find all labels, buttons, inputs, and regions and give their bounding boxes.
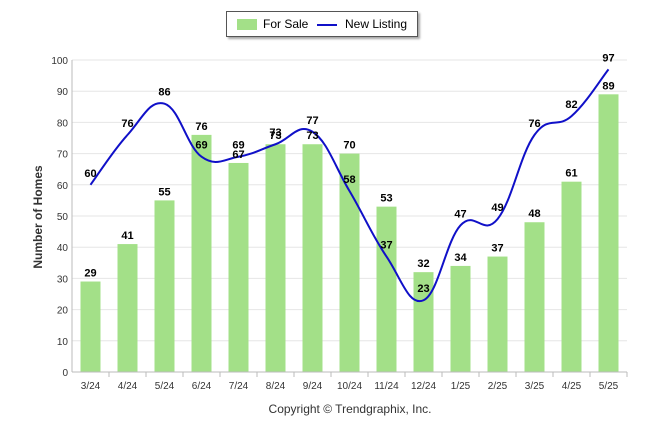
x-tick-label: 8/24 (266, 381, 286, 392)
legend-bar-swatch (237, 19, 257, 30)
y-axis-title: Number of Homes (31, 165, 45, 269)
bar (154, 200, 175, 372)
y-tick-label: 80 (57, 118, 69, 129)
y-tick-label: 50 (57, 212, 69, 223)
bar-data-label: 61 (565, 168, 577, 180)
x-tick-label: 10/24 (337, 381, 362, 392)
x-tick-label: 4/24 (118, 381, 138, 392)
x-tick-label: 5/24 (155, 381, 175, 392)
x-tick-label: 9/24 (303, 381, 323, 392)
x-tick-label: 7/24 (229, 381, 249, 392)
y-tick-label: 40 (57, 243, 69, 254)
x-tick-label: 11/24 (374, 381, 399, 392)
bar-data-label: 73 (269, 130, 281, 142)
bar (80, 281, 101, 372)
line-data-label: 60 (84, 168, 96, 180)
x-tick-label: 3/24 (81, 381, 101, 392)
bar-data-label: 48 (528, 208, 540, 220)
x-tick-label: 5/25 (599, 381, 619, 392)
bar-data-label: 76 (195, 121, 207, 133)
bar-data-label: 37 (491, 243, 503, 255)
legend-item-for-sale: For Sale (263, 17, 309, 31)
y-tick-label: 90 (57, 87, 69, 98)
bar (450, 265, 471, 372)
x-tick-label: 6/24 (192, 381, 212, 392)
bar-series (80, 94, 619, 372)
x-tick-label: 3/25 (525, 381, 545, 392)
legend-line-swatch (317, 24, 337, 26)
line-data-label: 73 (269, 127, 281, 139)
bar-data-label: 55 (158, 186, 170, 198)
line-data-label: 58 (343, 174, 355, 186)
line-data-label: 77 (306, 115, 318, 127)
line-data-label: 76 (528, 118, 540, 130)
bar-data-label: 70 (343, 140, 355, 152)
y-tick-label: 30 (57, 274, 69, 285)
legend: For Sale New Listing (226, 11, 418, 37)
y-tick-label: 60 (57, 181, 69, 192)
x-tick-label: 2/25 (488, 381, 508, 392)
bar (487, 256, 508, 372)
bar-data-label: 73 (306, 130, 318, 142)
bar (302, 144, 323, 372)
data-labels: 29 41 55 76 67 73 73 70 53 32 34 37 48 61 89 60 76 86 69 69… (84, 52, 614, 295)
line-data-label: 69 (232, 140, 244, 152)
bar (228, 162, 249, 372)
x-tick-label: 12/24 (411, 381, 436, 392)
bar-data-label: 41 (121, 230, 133, 242)
bar-data-label: 67 (232, 149, 244, 161)
x-tick-label: 4/25 (562, 381, 582, 392)
line-data-label: 47 (454, 208, 466, 220)
bar-data-label: 32 (417, 258, 429, 270)
x-tick-label: 1/25 (451, 381, 471, 392)
bar (191, 134, 212, 372)
bar-data-label: 89 (602, 80, 614, 92)
bar (339, 153, 360, 372)
bar-data-label: 53 (380, 193, 392, 205)
line-data-label: 69 (195, 140, 207, 152)
bar (376, 206, 397, 372)
bar (265, 144, 286, 372)
y-tick-label: 20 (57, 306, 69, 317)
line-data-label: 23 (417, 283, 429, 295)
bar-data-label: 29 (84, 268, 96, 280)
line-series (89, 68, 610, 303)
line-data-label: 82 (565, 99, 577, 111)
line-data-label: 97 (602, 52, 614, 64)
line-data-label: 37 (380, 240, 392, 252)
bar-data-label: 34 (454, 252, 467, 264)
series-line-new-listing (89, 68, 610, 303)
line-data-label: 86 (158, 87, 170, 99)
bar (598, 94, 619, 372)
y-axis: 0 10 20 30 40 50 60 70 80 90 100 (51, 56, 73, 379)
legend-item-new-listing: New Listing (345, 17, 408, 31)
bar (561, 181, 582, 372)
y-tick-label: 100 (51, 56, 68, 67)
line-data-label: 76 (121, 118, 133, 130)
bar (524, 222, 545, 372)
copyright-footer: Copyright © Trendgraphix, Inc. (269, 402, 432, 416)
x-axis: 3/24 4/24 5/24 6/24 7/24 8/24 9/24 10/24 11/24 12… (72, 371, 628, 392)
y-tick-label: 70 (57, 150, 69, 161)
y-tick-label: 10 (57, 337, 69, 348)
y-tick-label: 0 (62, 368, 68, 379)
line-data-label: 49 (491, 202, 503, 214)
bar (117, 244, 138, 372)
